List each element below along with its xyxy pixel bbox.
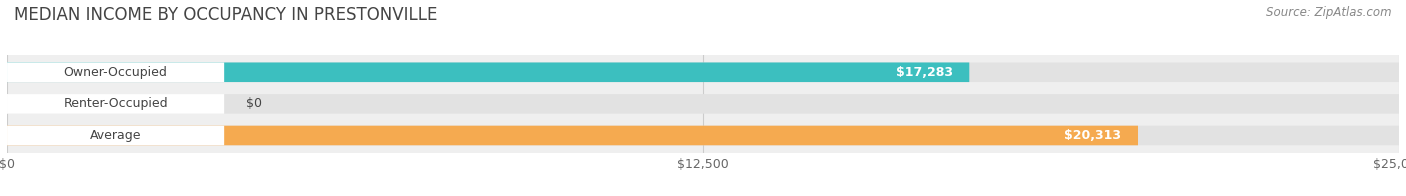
Text: Average: Average [90,129,142,142]
Text: Source: ZipAtlas.com: Source: ZipAtlas.com [1267,6,1392,19]
FancyBboxPatch shape [7,63,969,82]
Text: $0: $0 [246,97,263,110]
FancyBboxPatch shape [7,63,1399,82]
Text: MEDIAN INCOME BY OCCUPANCY IN PRESTONVILLE: MEDIAN INCOME BY OCCUPANCY IN PRESTONVIL… [14,6,437,24]
FancyBboxPatch shape [7,94,1399,114]
FancyBboxPatch shape [7,94,224,114]
Text: $17,283: $17,283 [896,66,953,79]
FancyBboxPatch shape [7,126,1137,145]
FancyBboxPatch shape [7,126,224,145]
FancyBboxPatch shape [7,126,1399,145]
Text: $20,313: $20,313 [1064,129,1122,142]
Text: Owner-Occupied: Owner-Occupied [63,66,167,79]
Text: Renter-Occupied: Renter-Occupied [63,97,167,110]
FancyBboxPatch shape [7,63,224,82]
